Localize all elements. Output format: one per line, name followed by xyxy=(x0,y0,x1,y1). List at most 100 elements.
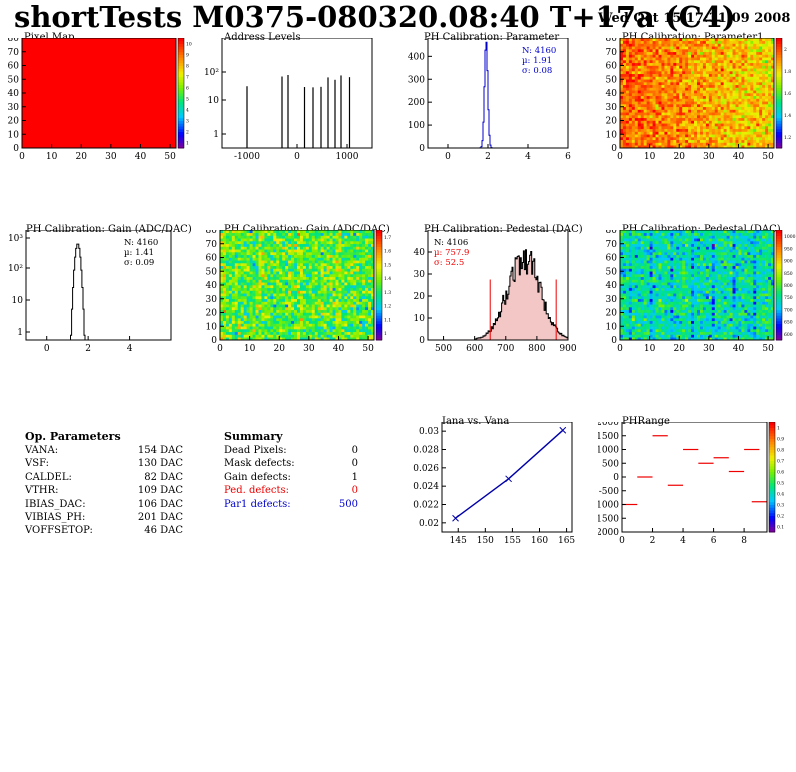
y-tick-label: 300 xyxy=(408,75,425,85)
heatmap-cell xyxy=(673,112,677,116)
heatmap-cell xyxy=(362,315,366,319)
heatmap-cell xyxy=(702,54,707,58)
heatmap-cell xyxy=(243,298,247,302)
heatmap-cell xyxy=(356,271,360,275)
heatmap-cell xyxy=(341,230,345,234)
heatmap-cell xyxy=(646,82,650,86)
heatmap-cell xyxy=(261,298,265,302)
heatmap-cell xyxy=(649,109,653,113)
heatmap-cell xyxy=(246,315,250,319)
heatmap-cell xyxy=(634,263,639,267)
heatmap-cell xyxy=(291,265,295,269)
heatmap-cell xyxy=(732,145,736,149)
heatmap-cell xyxy=(282,337,286,341)
heatmap-cell xyxy=(762,87,766,91)
heatmap-cell xyxy=(320,312,324,316)
heatmap-cell xyxy=(679,95,683,99)
heatmap-cell xyxy=(753,73,757,77)
heatmap-cell xyxy=(667,142,671,146)
heatmap-cell xyxy=(231,260,236,264)
heatmap-cell xyxy=(676,90,680,94)
heatmap-cell xyxy=(243,276,247,280)
heatmap-cell xyxy=(625,101,630,105)
heatmap-cell xyxy=(646,337,650,341)
heatmap-cell xyxy=(276,320,280,324)
heatmap-cell xyxy=(288,296,292,300)
heatmap-cell xyxy=(228,254,233,258)
heatmap-cell xyxy=(282,235,286,239)
heatmap-cell xyxy=(252,263,256,267)
heatmap-cell xyxy=(702,90,707,94)
heatmap-cell xyxy=(708,137,713,141)
heatmap-cell xyxy=(320,293,324,297)
heatmap-cell xyxy=(297,296,301,300)
heatmap-cell xyxy=(237,271,242,275)
y-tick-label: 50 xyxy=(206,267,218,277)
heatmap-cell xyxy=(302,276,307,280)
heatmap-cell xyxy=(294,331,298,335)
heatmap-cell xyxy=(652,290,656,294)
heatmap-cell xyxy=(288,307,292,311)
heatmap-cell xyxy=(717,60,721,64)
heatmap-cell xyxy=(729,106,733,110)
heatmap-cell xyxy=(628,246,633,250)
heatmap-cell xyxy=(714,87,719,91)
heatmap-cell xyxy=(637,51,642,55)
heatmap-cell xyxy=(655,315,659,319)
heatmap-cell xyxy=(664,112,668,116)
heatmap-cell xyxy=(652,71,656,75)
heatmap-cell xyxy=(643,46,647,50)
heatmap-cell xyxy=(371,315,375,319)
heatmap-cell xyxy=(714,54,719,58)
heatmap-cell xyxy=(726,98,730,102)
heatmap-cell xyxy=(264,254,268,258)
heatmap-cell xyxy=(305,323,310,327)
heatmap-cell xyxy=(246,337,250,341)
heatmap-cell xyxy=(344,254,348,258)
heatmap-cell xyxy=(723,120,727,124)
heatmap-cell xyxy=(359,287,363,291)
heatmap-cell xyxy=(302,285,307,289)
heatmap-cell xyxy=(765,126,769,130)
heatmap-cell xyxy=(625,268,630,272)
heatmap-cell xyxy=(362,265,366,269)
heatmap-cell xyxy=(267,268,271,272)
heatmap-cell xyxy=(735,87,739,91)
heatmap-cell xyxy=(371,243,375,247)
heatmap-cell xyxy=(640,76,644,80)
heatmap-cell xyxy=(702,79,707,83)
heatmap-cell xyxy=(299,252,304,256)
heatmap-cell xyxy=(622,137,627,141)
heatmap-cell xyxy=(637,112,642,116)
heatmap-cell xyxy=(225,318,230,322)
heatmap-cell xyxy=(750,49,754,53)
heatmap-cell xyxy=(640,43,644,47)
heatmap-cell xyxy=(750,95,754,99)
heatmap-cell xyxy=(258,290,262,294)
heatmap-cell xyxy=(738,68,742,72)
heatmap-cell xyxy=(344,331,348,335)
heatmap-cell xyxy=(726,54,730,58)
heatmap-cell xyxy=(640,62,644,66)
heatmap-cell xyxy=(320,304,324,308)
heatmap-cell xyxy=(649,320,653,324)
heatmap-cell xyxy=(329,243,333,247)
heatmap-cell xyxy=(765,112,769,116)
heatmap-cell xyxy=(350,260,354,264)
heatmap-cell xyxy=(329,282,333,286)
heatmap-cell xyxy=(258,260,262,264)
heatmap-cell xyxy=(231,326,236,330)
heatmap-cell xyxy=(311,312,316,316)
colorbar-cell xyxy=(776,40,782,44)
heatmap-cell xyxy=(631,128,636,132)
heatmap-cell xyxy=(326,238,330,242)
heatmap-cell xyxy=(649,62,653,66)
heatmap-cell xyxy=(243,301,247,305)
heatmap-cell xyxy=(359,249,363,253)
colorbar-cell xyxy=(776,79,782,83)
heatmap-cell xyxy=(726,109,730,113)
heatmap-cell xyxy=(702,46,707,50)
heatmap-cell xyxy=(620,296,624,300)
heatmap-cell xyxy=(620,101,624,105)
heatmap-cell xyxy=(237,254,242,258)
